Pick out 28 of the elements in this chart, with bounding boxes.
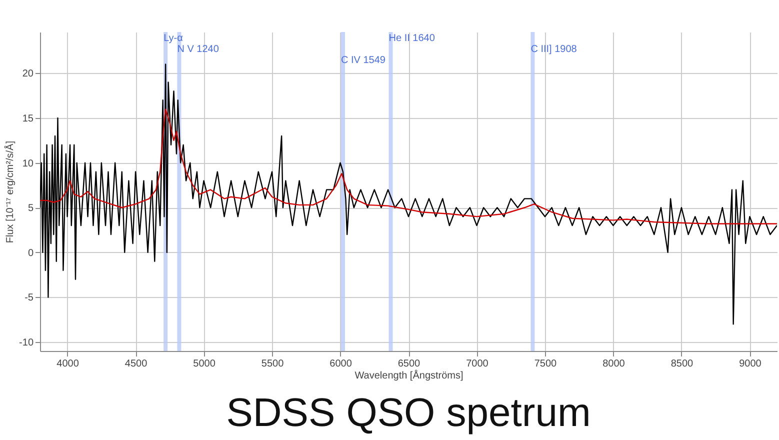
- line-series: [40, 64, 777, 325]
- x-tick-label: 8000: [602, 358, 626, 370]
- x-tick-label: 5000: [193, 358, 216, 370]
- y-tick-label: 10: [22, 158, 34, 170]
- y-tick-label: -10: [19, 338, 34, 349]
- x-tick-label: 8500: [670, 358, 694, 370]
- y-tick-label: 0: [28, 248, 34, 259]
- text: SDSS QSO spetrum: [226, 391, 591, 435]
- x-tick-label: 4500: [124, 358, 148, 370]
- x-tick-label: 6000: [330, 358, 352, 370]
- x-tick-label: 5500: [261, 358, 284, 370]
- ref-line-label: C IV 1549: [340, 55, 386, 66]
- x-tick-label: 9000: [739, 358, 762, 370]
- x-tick-label: 7000: [466, 358, 489, 370]
- x-axis-title: Wavelength [Ångströms]: [354, 370, 464, 382]
- y-tick-label: 20: [22, 68, 34, 80]
- line-series: [40, 108, 777, 224]
- y-axis-title: Flux [10⁻¹⁷ erg/cm²/s/Å]: [4, 140, 16, 244]
- x-tick-label: 6500: [398, 358, 421, 370]
- ref-line-label: C III] 1908: [530, 44, 578, 55]
- y-tick-label: -5: [24, 292, 34, 304]
- ref-line-label: N V 1240: [177, 44, 220, 55]
- x-tick-label: 7500: [534, 358, 558, 370]
- ref-line-label: He II 1640: [388, 33, 436, 44]
- ref-line-label: Ly-α: [164, 33, 184, 44]
- y-tick-label: 15: [22, 114, 34, 125]
- y-tick-label: 5: [28, 203, 34, 214]
- x-tick-label: 4000: [56, 358, 80, 370]
